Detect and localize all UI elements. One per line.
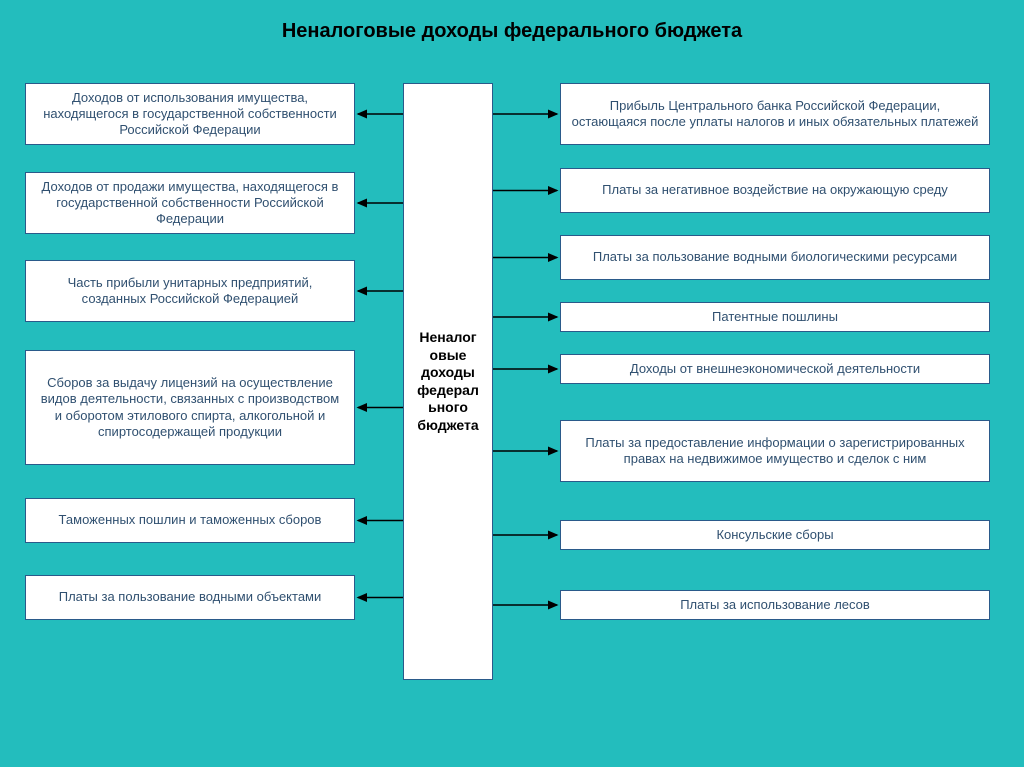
right-node-6: Консульские сборы [560,520,990,550]
right-node-7: Платы за использование лесов [560,590,990,620]
left-node-2: Часть прибыли унитарных предприятий, соз… [25,260,355,322]
right-node-5: Платы за предоставление информации о зар… [560,420,990,482]
right-node-3: Патентные пошлины [560,302,990,332]
left-node-3: Сборов за выдачу лицензий на осуществлен… [25,350,355,465]
center-node: Неналог овые доходы федерал ьного бюджет… [403,83,493,680]
right-node-1: Платы за негативное воздействие на окруж… [560,168,990,213]
right-node-0: Прибыль Центрального банка Российской Фе… [560,83,990,145]
right-node-2: Платы за пользование водными биологическ… [560,235,990,280]
diagram-title: Неналоговые доходы федерального бюджета [0,20,1024,43]
left-node-0: Доходов от использования имущества, нахо… [25,83,355,145]
left-node-1: Доходов от продажи имущества, находящего… [25,172,355,234]
left-node-5: Платы за пользование водными объектами [25,575,355,620]
left-node-4: Таможенных пошлин и таможенных сборов [25,498,355,543]
right-node-4: Доходы от внешнеэкономической деятельнос… [560,354,990,384]
